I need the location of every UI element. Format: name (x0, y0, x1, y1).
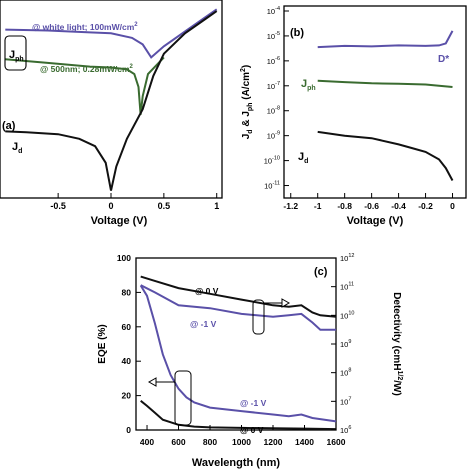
annot-c-top-m1v: @ -1 V (190, 319, 217, 329)
panel-c-x-tick-label: 400 (140, 437, 154, 447)
annot-a-jd: Jd (12, 141, 22, 155)
panel-b-series-line (317, 130, 454, 181)
panel-c-label: (c) (314, 266, 328, 278)
panel-c-y2-tick-label: 1010 (340, 310, 354, 320)
panel-c-y-tick-label: 60 (122, 322, 132, 332)
panel-c-x-tick-label: 1400 (295, 437, 314, 447)
panel-c-y2-tick-label: 1012 (340, 253, 354, 263)
panel-b-label: (b) (290, 27, 304, 39)
panel-a-x-tick-label: 1 (214, 201, 219, 211)
annot-500nm: @ 500nm; 0.28mW/cm2 (40, 64, 134, 74)
panel-c-x-tick-label: 800 (203, 437, 217, 447)
panel-c-y2-tick-label: 106 (340, 425, 351, 435)
arrow-left-head-icon (147, 377, 157, 387)
panel-c-ylabel-right: Detectivity (cmH1/2/W) (391, 292, 403, 396)
annot-c-top-0v: @ 0 V (195, 286, 219, 296)
panel-b-x-tick-label: -1 (314, 201, 322, 211)
jph-bracket (4, 35, 27, 71)
annot-b-jph: Jph (301, 78, 316, 92)
panel-a-label: (a) (2, 120, 16, 132)
panel-c-series-line (140, 284, 336, 331)
panel-b-y-tick-label: 10-11 (264, 181, 280, 191)
panel-b-y-tick-label: 10-7 (267, 81, 280, 91)
panel-b-x-tick-label: -1.2 (283, 201, 298, 211)
panel-c-series-line (139, 284, 337, 423)
panel-b-y-tick-label: 10-4 (267, 6, 280, 16)
panel-b-xlabel: Voltage (V) (347, 215, 404, 227)
panel-b-ylabel: Jd & Jph (A/cm2) (240, 65, 254, 140)
panel-b-x-tick-label: -0.8 (337, 201, 352, 211)
panel-c-series-line (140, 400, 337, 431)
panel-b-x-tick-label: 0 (450, 201, 455, 211)
panel-c-y-tick-label: 0 (126, 425, 131, 435)
panel-a-series-line (5, 10, 218, 191)
panel-b-series-line (317, 79, 453, 88)
panel-c: 400 600 800 1000 1200 1400 1600 0 20 40 60 80 100 106… (97, 253, 403, 469)
panel-b-y-tick-label: 10-8 (267, 106, 280, 116)
panel-c-x-tick-label: 1000 (232, 437, 251, 447)
panel-a-xlabel: Voltage (V) (91, 215, 148, 227)
panel-b-x-tick-label: -0.6 (364, 201, 379, 211)
annot-white-light: @ white light; 100mW/cm2 (32, 22, 138, 32)
panel-b: -1.2 -1 -0.8 -0.6 -0.4 -0.2 0 10-11 10-10 10-9 10-… (240, 5, 467, 227)
panel-a-series-line (5, 56, 165, 115)
panel-a-x-tick-label: 0 (108, 201, 113, 211)
panel-c-ylabel: EQE (%) (97, 324, 108, 363)
arrow-right-head-icon (281, 298, 291, 308)
panel-c-x-tick-label: 1600 (327, 437, 346, 447)
panel-c-y2-tick-label: 108 (340, 368, 351, 378)
panel-a: -0.5 0 0.5 1 (a) Voltage (V) @ white light;… (0, 0, 223, 227)
panel-c-x-tick-label: 600 (171, 437, 185, 447)
panel-a-series-line (5, 8, 218, 59)
annot-dstar: D* (438, 54, 449, 65)
panel-c-y-tick-label: 40 (122, 356, 132, 366)
panel-c-series-line (140, 275, 337, 318)
annot-c-bot-m1v: @ -1 V (240, 398, 267, 408)
panel-c-y2-tick-label: 109 (340, 339, 351, 349)
annot-b-jd: Jd (298, 151, 308, 165)
panel-b-x-tick-label: -0.4 (391, 201, 406, 211)
annot-c-bot-0v: @ 0 V (240, 425, 264, 435)
panel-c-x-tick-label: 1200 (264, 437, 283, 447)
panel-c-y-tick-label: 20 (122, 391, 132, 401)
panel-b-y-tick-label: 10-5 (267, 31, 280, 41)
panel-b-y-tick-label: 10-10 (264, 156, 280, 166)
panel-a-x-tick-label: -0.5 (50, 201, 66, 211)
panel-c-y-tick-label: 100 (117, 253, 131, 263)
eqe-bracket (174, 370, 192, 426)
panel-c-y-tick-label: 80 (122, 287, 132, 297)
panel-b-y-tick-label: 10-9 (267, 131, 280, 141)
panel-c-y2-tick-label: 107 (340, 396, 351, 406)
panel-a-x-tick-label: 0.5 (158, 201, 171, 211)
panel-b-y-tick-label: 10-6 (267, 56, 280, 66)
panel-b-frame (283, 5, 467, 199)
panel-b-x-tick-label: -0.2 (418, 201, 433, 211)
panel-c-xlabel: Wavelength (nm) (192, 457, 281, 469)
detectivity-bracket (252, 299, 265, 335)
panel-b-series-line (317, 30, 454, 49)
annot-a-jph: Jph (9, 49, 24, 63)
panel-c-y2-tick-label: 1011 (340, 282, 354, 292)
